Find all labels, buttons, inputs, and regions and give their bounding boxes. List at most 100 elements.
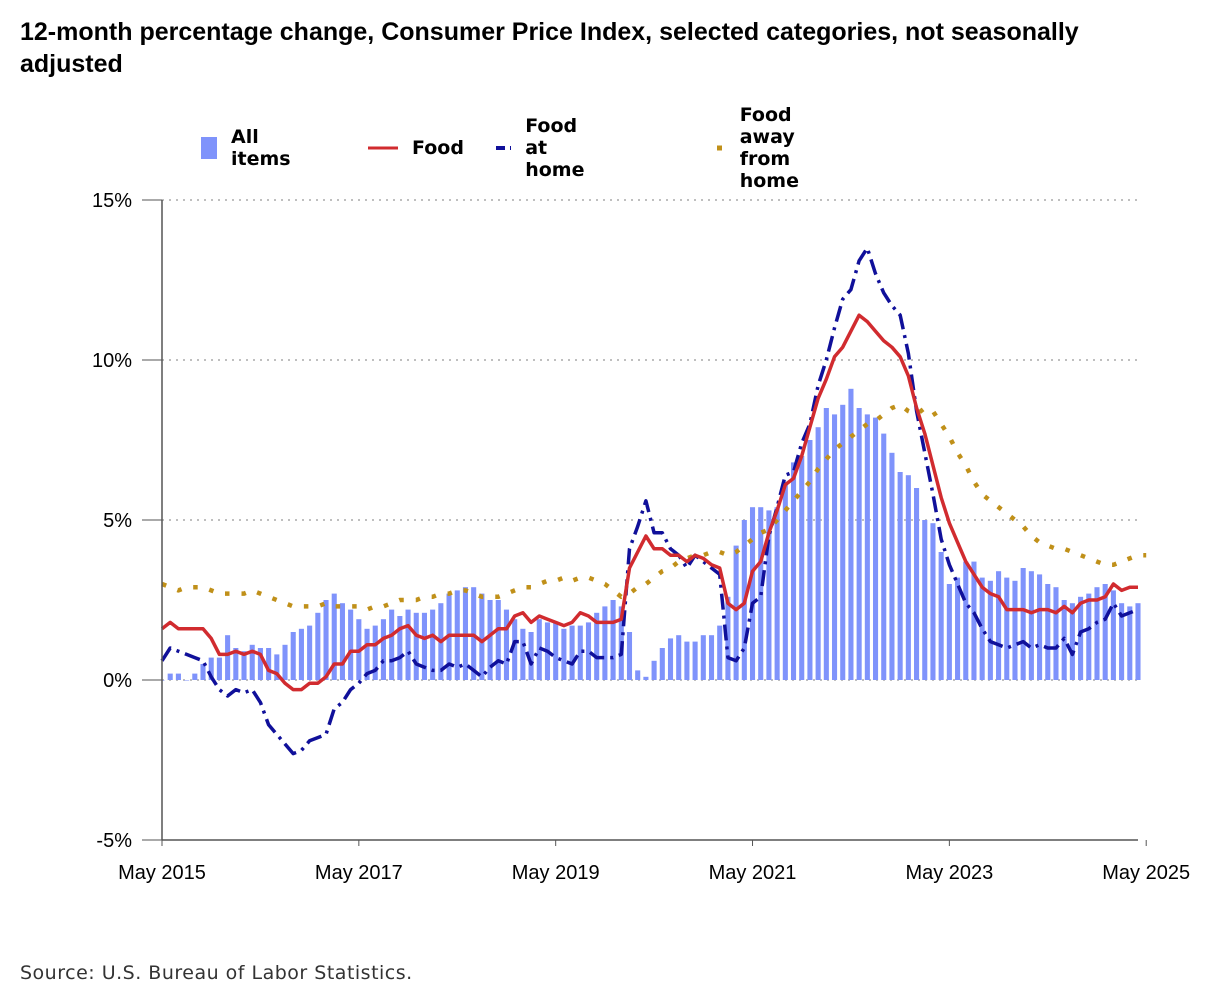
x-tick-label: May 2019 [512,862,600,884]
bar-all-items [216,657,222,680]
bar-all-items [479,593,485,680]
bar-all-items [323,600,329,680]
legend-label-food-away: Food away from home [739,104,799,192]
bar-all-items [815,427,821,680]
bar-all-items [635,670,641,680]
y-tick-label: 15% [92,190,132,212]
bar-all-items [348,609,354,680]
bar-all-items [692,641,698,680]
bar-all-items [979,577,985,680]
bar-all-items [512,619,518,680]
bar-all-items [298,628,304,680]
x-tick-label: May 2021 [709,862,797,884]
bar-all-items [266,648,272,680]
bar-all-items [561,628,567,680]
bar-all-items [1135,603,1141,680]
bar-all-items [971,561,977,680]
bar-all-items [430,609,436,680]
bar-all-items [282,644,288,680]
all-items-bars [159,388,1141,681]
y-tick-label: 0% [103,670,132,692]
bar-all-items [651,660,657,680]
bar-all-items [594,612,600,680]
bar-all-items [848,388,854,680]
bar-all-items [930,523,936,680]
bar-all-items [840,404,846,680]
bar-all-items [889,452,895,680]
bar-all-items [1037,574,1043,680]
bar-all-items [1094,587,1100,680]
line-food [160,313,1138,692]
bar-all-items [184,680,190,681]
bar-all-items [1004,577,1010,680]
bar-all-items [667,638,674,680]
x-tick-label: May 2023 [905,862,993,884]
bar-all-items [708,635,715,680]
bar-all-items [922,520,928,680]
bar-all-items [577,625,583,680]
bar-all-items [807,440,813,680]
bar-all-items [602,606,608,680]
bar-all-items [914,488,920,680]
legend-item-all-items[interactable]: All items [200,126,298,170]
bar-all-items [610,600,616,680]
bar-all-items [1020,568,1026,680]
bar-all-items [528,632,534,680]
bar-all-items [200,664,206,680]
legend-item-food-at-home[interactable]: Food at home [496,115,599,181]
bar-all-items [380,619,386,680]
line-food-at-home [160,246,1139,756]
bar-all-items [881,433,887,680]
bar-all-items [1127,606,1133,680]
bar-all-items [389,609,395,680]
bar-all-items [725,596,731,680]
bar-all-items [274,654,280,680]
legend-label-food-at-home: Food at home [525,115,585,181]
y-tick-label: -5% [96,830,132,852]
legend-label-food: Food [412,137,464,159]
bar-all-items [856,408,862,680]
bar-all-items [684,641,690,680]
bar-all-items [1102,584,1108,680]
x-tick-label: May 2025 [1102,862,1190,884]
bar-all-items [495,600,501,680]
bar-all-items [241,651,247,680]
bar-all-items [963,561,969,680]
bar-all-items [1086,593,1092,680]
bar-all-items [1069,603,1075,680]
bar-all-items [1053,587,1059,680]
bar-all-items [700,635,706,680]
legend-swatch-food-away [717,145,726,151]
bar-all-items [733,545,739,680]
legend-item-food-away[interactable]: Food away from home [714,104,821,192]
bar-all-items [307,625,313,680]
bar-all-items [782,481,788,680]
bar-all-items [487,600,493,680]
bar-all-items [520,628,526,680]
bar-all-items [1028,571,1034,680]
bar-all-items [1045,584,1051,680]
bar-all-items [413,612,419,680]
bar-all-items [676,635,682,680]
bar-all-items [585,622,592,680]
bar-all-items [372,625,378,680]
legend-swatch-all-items [201,137,218,159]
legend-swatch-food-at-home [496,146,512,150]
bar-all-items [799,456,805,680]
bar-all-items [938,552,944,680]
bar-all-items [339,603,345,680]
bar-all-items [905,475,911,680]
bar-all-items [175,673,181,680]
bar-all-items [1012,580,1018,680]
bar-all-items [626,632,633,680]
bar-all-items [659,648,665,680]
bar-all-items [364,628,370,680]
bar-all-items [225,635,231,680]
x-tick-label: May 2017 [315,862,403,884]
legend-item-food[interactable]: Food [368,134,464,162]
bar-all-items [405,609,411,680]
source-note: Source: U.S. Bureau of Labor Statistics. [20,962,413,984]
bar-all-items [257,648,263,680]
bar-all-items [503,609,510,680]
bar-all-items [397,616,403,680]
